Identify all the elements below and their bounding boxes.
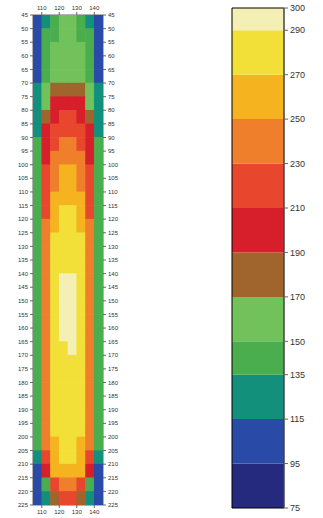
svg-text:120: 120 [54,509,65,515]
svg-text:220: 220 [108,489,119,495]
svg-text:195: 195 [108,420,119,426]
svg-text:250: 250 [290,114,305,124]
svg-text:150: 150 [108,298,119,304]
svg-text:80: 80 [21,107,28,113]
svg-text:160: 160 [18,325,29,331]
svg-text:130: 130 [72,5,83,11]
svg-text:210: 210 [290,203,305,213]
svg-text:215: 215 [108,475,119,481]
svg-text:175: 175 [108,366,119,372]
svg-text:60: 60 [108,53,115,59]
svg-text:100: 100 [18,162,29,168]
svg-text:170: 170 [290,292,305,302]
svg-text:190: 190 [290,248,305,258]
svg-text:150: 150 [18,298,29,304]
svg-text:165: 165 [108,339,119,345]
svg-text:55: 55 [21,39,28,45]
svg-text:175: 175 [18,366,29,372]
svg-text:185: 185 [108,393,119,399]
svg-text:225: 225 [108,502,119,508]
svg-text:70: 70 [108,80,115,86]
svg-text:200: 200 [108,434,119,440]
svg-text:225: 225 [18,502,29,508]
svg-text:75: 75 [290,503,300,513]
svg-text:110: 110 [18,189,28,195]
svg-text:180: 180 [18,380,29,386]
svg-text:220: 220 [18,489,29,495]
svg-text:90: 90 [21,135,28,141]
svg-text:135: 135 [290,370,305,380]
svg-text:185: 185 [18,393,29,399]
svg-text:95: 95 [108,148,115,154]
svg-text:125: 125 [108,230,119,236]
svg-text:85: 85 [108,121,115,127]
svg-text:190: 190 [18,407,29,413]
svg-text:65: 65 [21,67,28,73]
svg-text:290: 290 [290,25,305,35]
svg-text:170: 170 [18,352,29,358]
svg-text:110: 110 [37,5,47,11]
svg-text:90: 90 [108,135,115,141]
svg-text:145: 145 [108,284,119,290]
svg-text:65: 65 [108,67,115,73]
svg-text:150: 150 [290,337,305,347]
svg-text:230: 230 [290,159,305,169]
svg-text:115: 115 [290,414,304,424]
svg-text:205: 205 [108,448,119,454]
svg-text:195: 195 [18,420,29,426]
svg-text:130: 130 [72,509,83,515]
svg-text:300: 300 [290,3,305,13]
svg-text:140: 140 [89,5,100,11]
svg-text:115: 115 [18,203,28,209]
svg-text:60: 60 [21,53,28,59]
svg-text:145: 145 [18,284,29,290]
svg-text:130: 130 [18,244,29,250]
svg-text:70: 70 [21,80,28,86]
svg-text:110: 110 [108,189,118,195]
svg-text:135: 135 [18,257,29,263]
svg-text:95: 95 [21,148,28,154]
svg-text:270: 270 [290,70,305,80]
svg-text:105: 105 [108,175,119,181]
svg-text:140: 140 [89,509,100,515]
svg-text:205: 205 [18,448,29,454]
svg-text:210: 210 [108,461,119,467]
svg-text:95: 95 [290,459,300,469]
svg-text:50: 50 [21,26,28,32]
svg-text:125: 125 [18,230,29,236]
svg-text:75: 75 [21,94,28,100]
svg-text:85: 85 [21,121,28,127]
svg-text:140: 140 [108,271,119,277]
svg-text:190: 190 [108,407,119,413]
svg-text:155: 155 [18,312,29,318]
svg-text:110: 110 [37,509,47,515]
svg-text:210: 210 [18,461,29,467]
svg-text:100: 100 [108,162,119,168]
svg-text:165: 165 [18,339,29,345]
svg-text:50: 50 [108,26,115,32]
svg-text:80: 80 [108,107,115,113]
svg-text:160: 160 [108,325,119,331]
svg-text:55: 55 [108,39,115,45]
svg-text:215: 215 [18,475,29,481]
svg-text:45: 45 [108,12,115,18]
svg-text:75: 75 [108,94,115,100]
svg-text:135: 135 [108,257,119,263]
svg-text:120: 120 [18,216,29,222]
svg-text:140: 140 [18,271,29,277]
svg-text:180: 180 [108,380,119,386]
svg-text:170: 170 [108,352,119,358]
svg-text:45: 45 [21,12,28,18]
svg-text:200: 200 [18,434,29,440]
svg-text:105: 105 [18,175,29,181]
svg-text:155: 155 [108,312,119,318]
svg-text:115: 115 [108,203,118,209]
svg-text:120: 120 [54,5,65,11]
svg-text:130: 130 [108,244,119,250]
svg-text:120: 120 [108,216,119,222]
